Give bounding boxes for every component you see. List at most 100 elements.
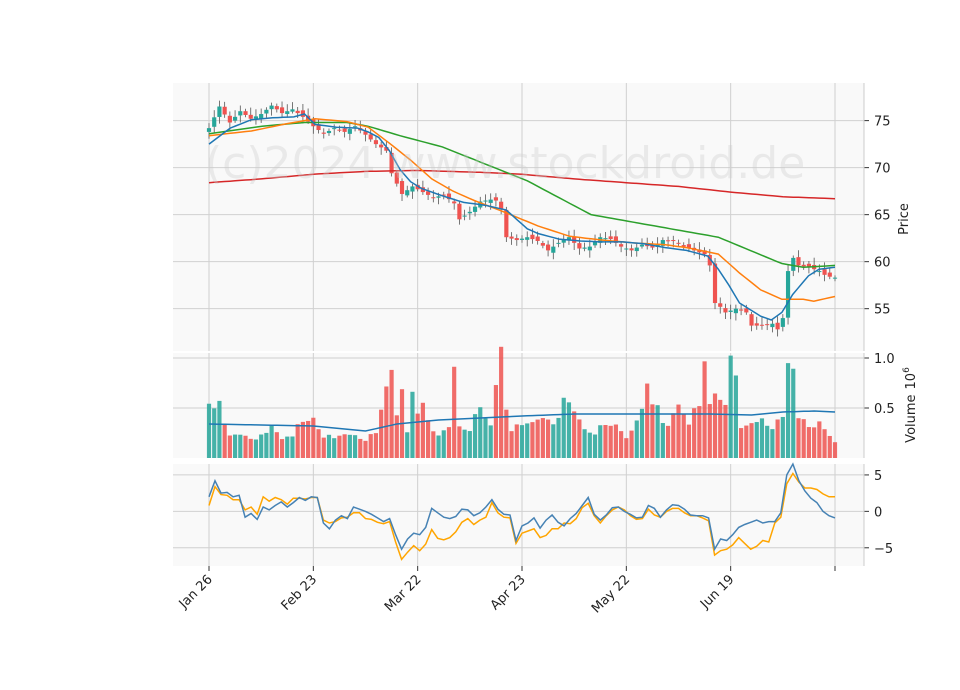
volume-bar: [415, 413, 420, 458]
candle: [326, 128, 332, 136]
candle-body: [373, 140, 379, 145]
volume-bar: [206, 403, 212, 458]
candle-body: [671, 240, 676, 242]
candle-body: [436, 196, 441, 198]
volume-bar: [535, 419, 540, 458]
volume-bar: [446, 427, 452, 458]
candle-body: [551, 246, 556, 253]
volume-bar: [493, 385, 499, 458]
candle: [514, 234, 519, 246]
candle-body: [592, 241, 598, 246]
volume-bar: [379, 409, 384, 458]
volume-bar: [749, 423, 754, 458]
volume-bar: [723, 404, 728, 458]
candle-body: [248, 114, 253, 119]
candle-body: [545, 244, 551, 251]
candle-body: [347, 129, 352, 134]
volume-axis-title: Volume 106: [902, 367, 919, 443]
volume-bar: [290, 436, 295, 458]
candle: [827, 268, 832, 280]
candle: [712, 258, 718, 310]
candle: [415, 178, 420, 192]
x-tick-label: Jun 19: [697, 572, 737, 612]
ma-fast-line: [208, 113, 836, 321]
volume-axis-title-exponent: 6: [902, 367, 912, 373]
candle-body: [780, 318, 785, 327]
volume-bar: [817, 421, 822, 458]
oscillator-tick-label: 5: [874, 469, 882, 484]
volume-bar: [295, 424, 300, 458]
candle-body: [306, 115, 311, 122]
candle: [253, 109, 259, 125]
candle-body: [519, 238, 525, 240]
volume-bar: [765, 425, 770, 458]
volume-bar: [629, 430, 634, 458]
candle: [227, 111, 232, 130]
candle-body: [227, 115, 232, 123]
volume-bar: [306, 420, 311, 458]
candle-body: [603, 238, 608, 240]
volume-bar: [634, 420, 639, 458]
candle-body: [639, 244, 645, 247]
volume-bar: [608, 425, 613, 458]
candle: [379, 141, 384, 155]
candle: [686, 238, 692, 253]
volume-bar: [368, 434, 373, 458]
volume-bar: [389, 369, 394, 458]
volume-bar: [780, 416, 785, 458]
candle-body: [446, 193, 452, 200]
candle: [410, 184, 415, 199]
volume-bars: [206, 346, 838, 458]
candle-body: [368, 134, 373, 140]
volume-bar: [525, 423, 530, 458]
volume-bar: [676, 404, 681, 458]
volume-bar: [436, 435, 441, 458]
candle: [634, 243, 639, 257]
candle-body: [561, 240, 566, 243]
candle-body: [316, 124, 321, 131]
candle-body: [733, 308, 738, 314]
candle-body: [650, 245, 655, 248]
candle-body: [243, 111, 248, 115]
candle-body: [770, 323, 775, 328]
volume-bar: [561, 397, 566, 458]
candle: [785, 264, 791, 325]
ma-mid-line: [208, 117, 836, 302]
candle-body: [499, 201, 504, 210]
candle: [373, 135, 379, 149]
candle: [269, 102, 274, 116]
candle-body: [686, 244, 692, 249]
volume-bar: [754, 422, 759, 458]
candle-body: [431, 197, 436, 199]
candle: [733, 304, 738, 321]
candle: [739, 303, 744, 316]
candle-body: [676, 242, 681, 244]
volume-bar: [519, 425, 525, 458]
volume-bar: [603, 424, 608, 458]
volume-bar: [347, 434, 352, 458]
candle-body: [744, 308, 749, 313]
volume-bar: [441, 430, 446, 458]
candle-body: [212, 117, 217, 127]
volume-bar: [259, 434, 264, 458]
candle-body: [577, 243, 582, 249]
candle-body: [493, 197, 499, 201]
panel-background-price: [173, 83, 864, 351]
volume-bar: [467, 431, 472, 458]
volume-bar: [681, 414, 686, 458]
volume-bar: [613, 424, 618, 458]
candle-body: [785, 271, 791, 318]
volume-bar: [692, 408, 697, 458]
candle-body: [728, 310, 733, 312]
volume-tick-label: 1.0: [874, 352, 895, 367]
volume-tick-label: 0.5: [874, 402, 895, 417]
volume-bar: [702, 361, 707, 458]
candle-body: [796, 257, 801, 266]
candle-body: [279, 107, 285, 114]
candle-body: [514, 238, 519, 241]
candle-body: [509, 236, 514, 239]
candle: [801, 261, 806, 270]
ma-long-line: [208, 169, 836, 200]
volume-bar: [316, 429, 321, 458]
volume-bar: [232, 434, 238, 458]
